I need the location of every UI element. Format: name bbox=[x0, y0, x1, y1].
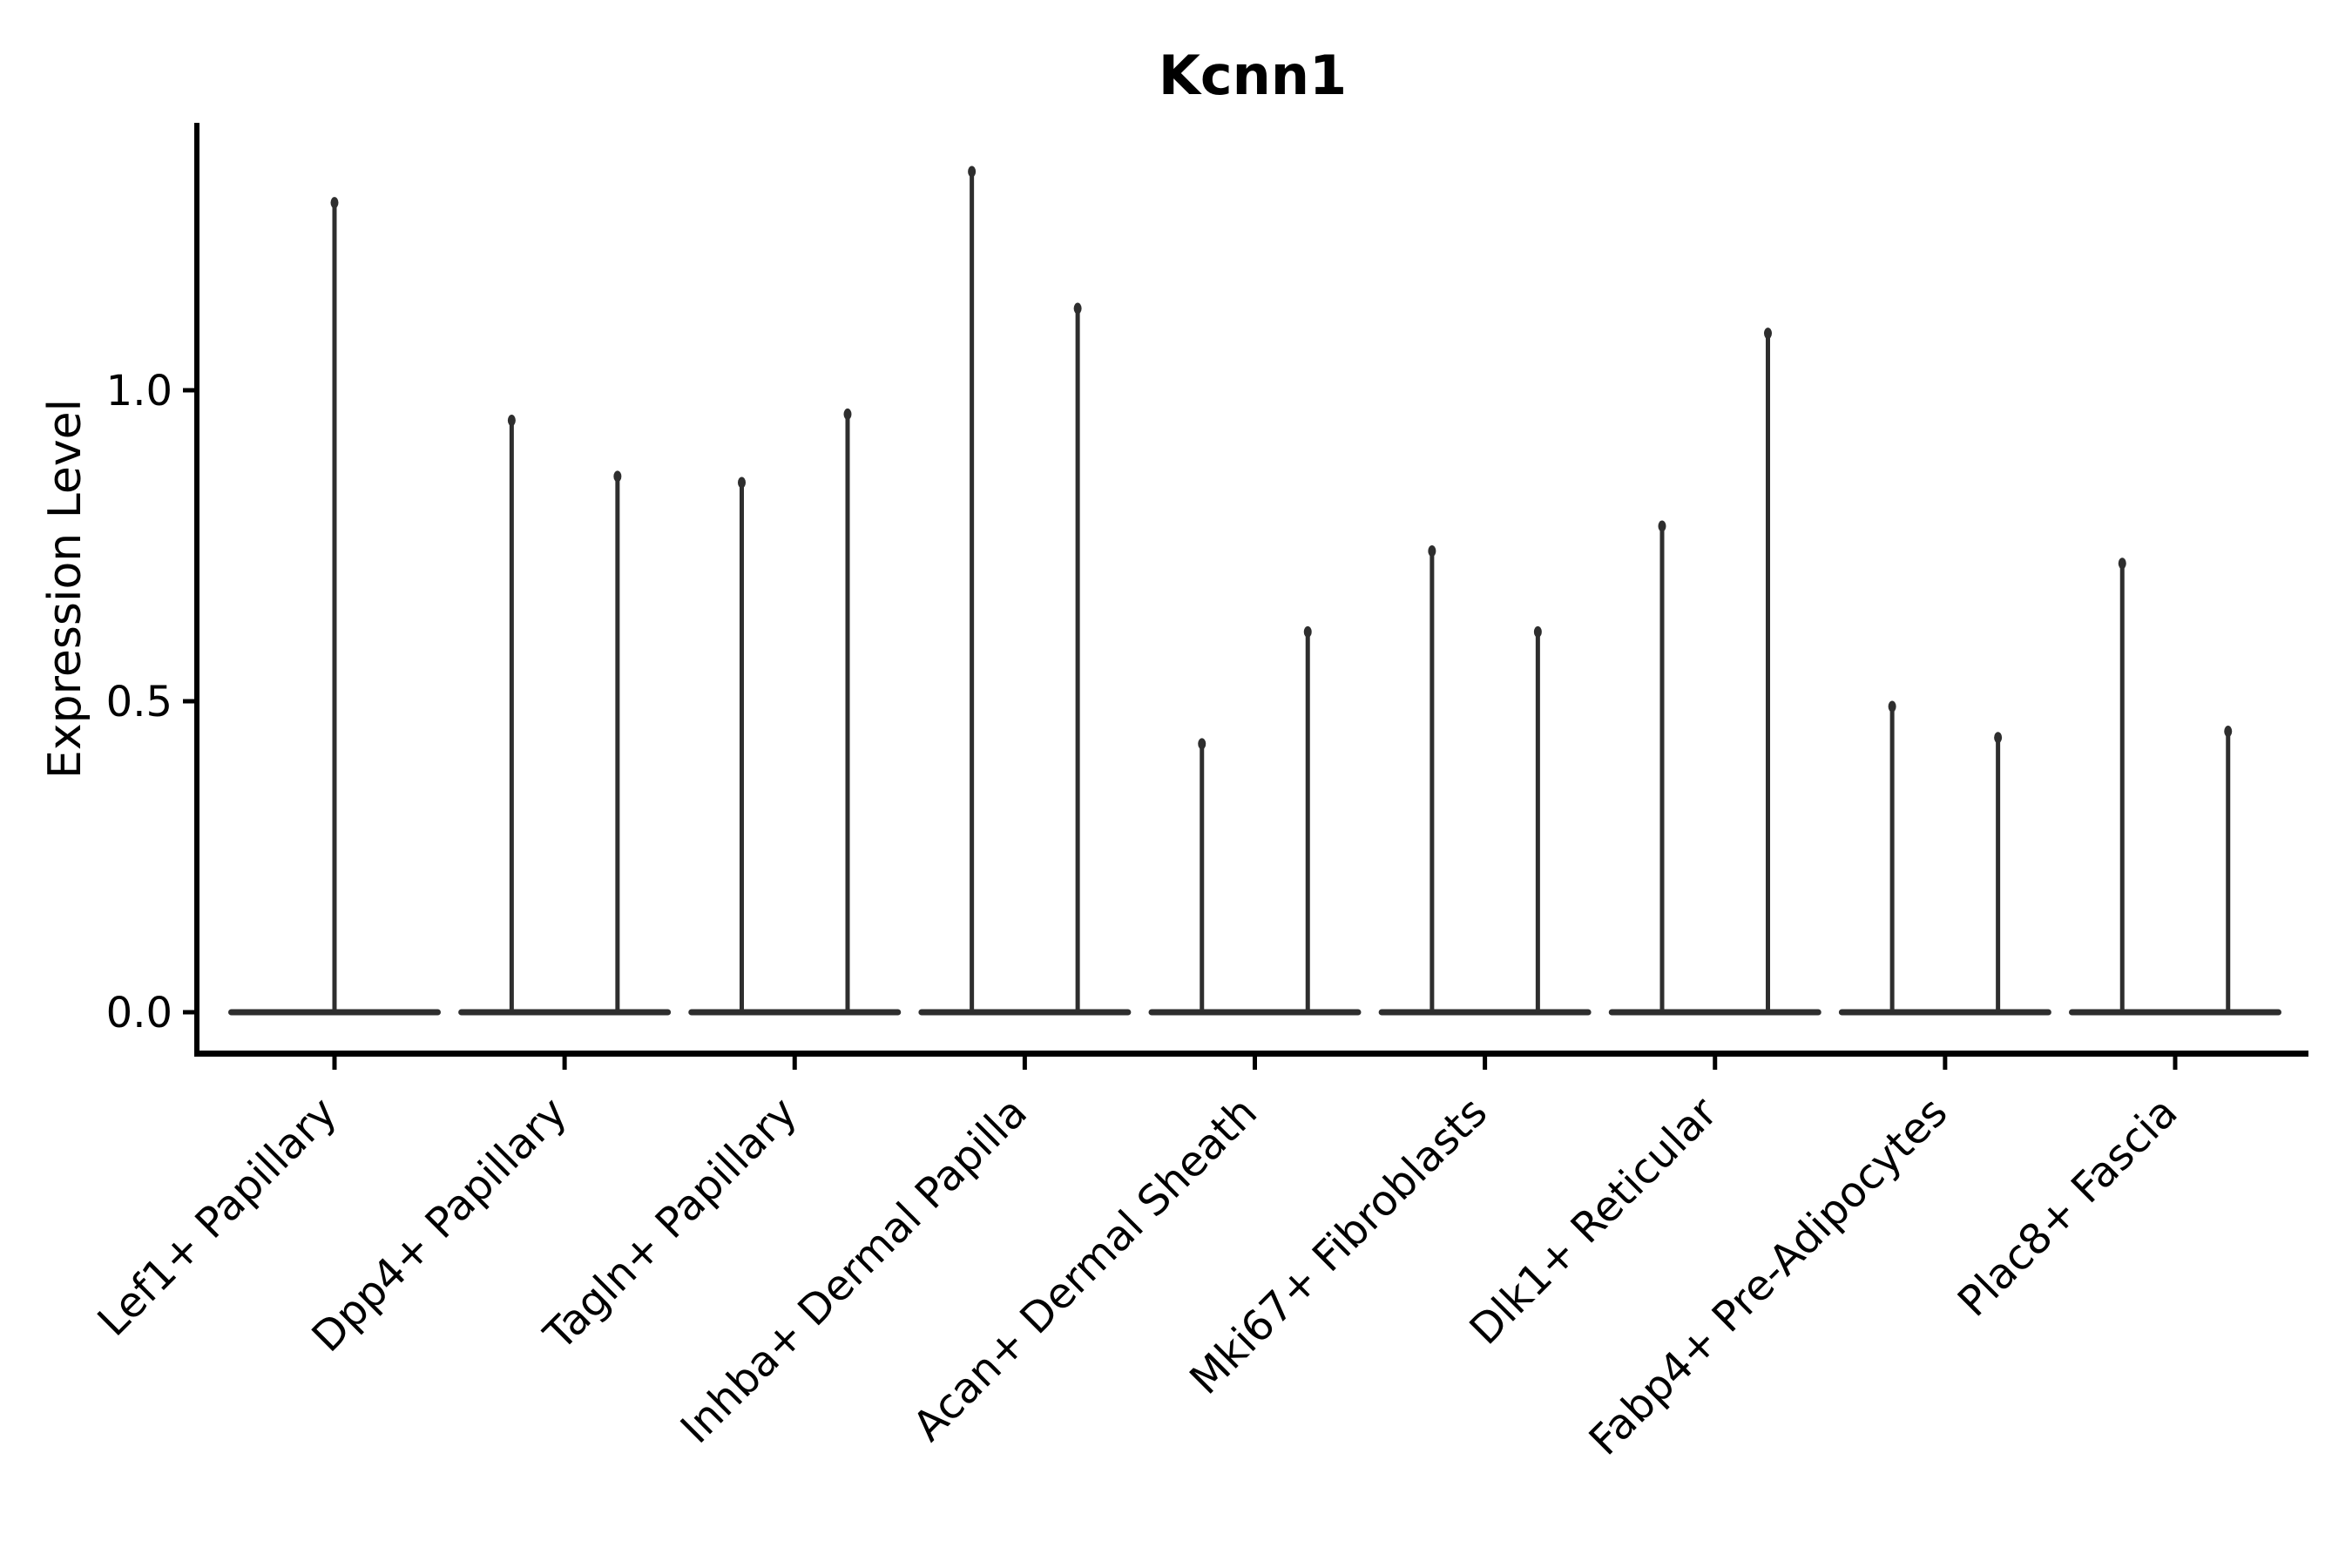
violin-spike-tip bbox=[1303, 625, 1312, 638]
violin-spike-tip bbox=[1888, 700, 1896, 713]
chart-title: Kcnn1 bbox=[1159, 44, 1347, 107]
violin-spike-tip bbox=[1428, 545, 1436, 557]
x-tick-label: Plac8+ Fascia bbox=[1949, 1088, 2187, 1327]
y-tick-label: 0.5 bbox=[106, 678, 172, 727]
violin-baseline bbox=[688, 1009, 902, 1016]
violin-baseline bbox=[458, 1009, 672, 1016]
violin-baseline bbox=[1148, 1009, 1362, 1016]
x-tick-label: Tagln+ Papillary bbox=[534, 1088, 806, 1360]
violin-spike-tip bbox=[613, 470, 622, 483]
x-axis-spine bbox=[194, 1051, 2308, 1057]
y-tick-label: 1.0 bbox=[106, 367, 172, 416]
violin-baseline bbox=[1378, 1009, 1592, 1016]
x-tick-label: Lef1+ Papillary bbox=[89, 1088, 347, 1346]
violin-spike-tip bbox=[1763, 328, 1772, 340]
violin-spike-tip bbox=[330, 197, 339, 209]
violin-spike-tip bbox=[968, 166, 977, 178]
violin-spike-tip bbox=[1994, 732, 2003, 744]
x-tick-label: Dlk1+ Reticular bbox=[1461, 1088, 1727, 1355]
y-axis-spine bbox=[194, 123, 199, 1057]
y-tick-label: 0.0 bbox=[106, 989, 172, 1037]
violin-spike-tip bbox=[1198, 738, 1206, 750]
violin-baseline bbox=[1838, 1009, 2051, 1016]
x-tick-label: Dpp4+ Papillary bbox=[303, 1088, 577, 1362]
violin-spike-tip bbox=[1073, 302, 1082, 314]
violin-spike-tip bbox=[1658, 520, 1666, 532]
violin-spike-tip bbox=[843, 408, 852, 420]
violin-spike-tip bbox=[1533, 625, 1542, 638]
violin-baseline bbox=[918, 1009, 1132, 1016]
violin-baseline bbox=[2069, 1009, 2281, 1016]
violin-spike-tip bbox=[507, 415, 516, 427]
violin-spike-tip bbox=[738, 476, 747, 489]
violin-spike-tip bbox=[2118, 558, 2126, 570]
violin-baseline bbox=[1608, 1009, 1821, 1016]
y-axis-label: Expression Level bbox=[39, 399, 91, 779]
violin-spike-tip bbox=[2224, 726, 2233, 738]
